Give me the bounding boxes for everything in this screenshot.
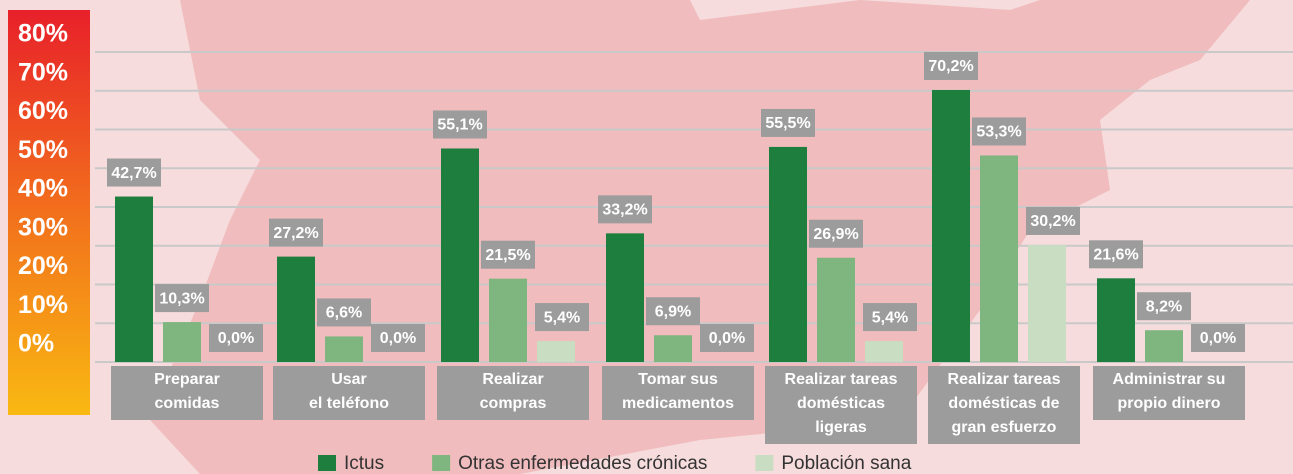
x-tick-label: gran esfuerzo: [952, 419, 1057, 436]
x-tick-label: propio dinero: [1117, 395, 1220, 412]
value-label: 33,2%: [602, 202, 647, 219]
bar: [277, 256, 315, 362]
value-label: 53,3%: [976, 124, 1021, 141]
bar: [325, 336, 363, 362]
category-box: [928, 366, 1080, 444]
x-tick-label: Realizar tareas: [948, 371, 1061, 388]
value-label: 21,5%: [485, 247, 530, 264]
x-tick-label: ligeras: [815, 419, 867, 436]
value-label-box: [317, 298, 371, 327]
y-tick-label: 0%: [18, 330, 54, 358]
x-tick-label: Preparar: [154, 371, 220, 388]
x-tick-label: domésticas: [797, 395, 885, 412]
bar: [537, 341, 575, 362]
category-box: [1093, 366, 1245, 420]
value-label-box: [481, 240, 535, 269]
value-label-box: [371, 324, 425, 352]
value-label: 0,0%: [218, 330, 254, 347]
bar: [932, 89, 970, 362]
value-label: 10,3%: [159, 290, 204, 307]
value-label-box: [646, 297, 700, 326]
x-tick-label: Realizar: [482, 371, 543, 388]
value-label: 0,0%: [709, 330, 745, 347]
legend-swatch: [755, 455, 774, 471]
value-label: 5,4%: [872, 309, 908, 326]
bar: [980, 155, 1018, 362]
value-label: 8,2%: [1146, 298, 1182, 315]
category-box: [273, 366, 425, 420]
value-label-box: [972, 117, 1026, 146]
x-tick-label: Usar: [331, 371, 367, 388]
category-box: [602, 366, 754, 420]
y-tick-label: 80%: [18, 20, 68, 48]
legend-label: Población sana: [781, 453, 911, 474]
bar: [654, 335, 692, 362]
value-label: 5,4%: [544, 309, 580, 326]
y-tick-label: 60%: [18, 97, 68, 125]
value-label-box: [924, 51, 978, 80]
bar: [163, 322, 201, 362]
y-tick-label: 40%: [18, 175, 68, 203]
bar: [769, 146, 807, 362]
value-label: 26,9%: [813, 226, 858, 243]
legend-swatch: [318, 455, 336, 471]
y-tick-label: 20%: [18, 252, 68, 280]
bar: [817, 257, 855, 362]
x-tick-label: Administrar su: [1113, 371, 1226, 388]
value-label-box: [269, 218, 323, 247]
y-tick-label: 30%: [18, 213, 68, 241]
value-label-box: [1089, 240, 1143, 269]
x-tick-label: medicamentos: [622, 395, 734, 412]
value-label: 0,0%: [1200, 330, 1236, 347]
value-label-box: [535, 303, 589, 332]
value-label-box: [1191, 324, 1245, 352]
value-label-box: [433, 110, 487, 139]
x-tick-label: domésticas de: [948, 395, 1059, 412]
y-axis-band: [8, 10, 90, 415]
bar: [865, 341, 903, 362]
value-label-box: [209, 324, 263, 352]
value-label-box: [700, 324, 754, 352]
value-label: 27,2%: [273, 225, 318, 242]
legend-label: Ictus: [344, 453, 384, 474]
value-label: 6,9%: [655, 303, 691, 320]
bar: [1097, 278, 1135, 362]
bar: [441, 148, 479, 362]
bar: [606, 233, 644, 362]
value-label-box: [863, 303, 917, 332]
value-label: 55,1%: [437, 117, 482, 134]
bar: [115, 196, 153, 362]
value-label-box: [809, 219, 863, 248]
legend-swatch: [432, 455, 451, 471]
value-label-box: [1026, 206, 1080, 235]
x-tick-label: comidas: [155, 395, 220, 412]
bar: [489, 278, 527, 362]
y-tick-label: 50%: [18, 136, 68, 164]
x-tick-label: compras: [480, 395, 547, 412]
value-label-box: [761, 108, 815, 137]
value-label: 6,6%: [326, 305, 362, 322]
y-tick-label: 70%: [18, 58, 68, 86]
value-label: 42,7%: [111, 165, 156, 182]
value-label: 70,2%: [928, 58, 973, 75]
bar: [1028, 244, 1066, 362]
value-label-box: [155, 284, 209, 313]
value-label-box: [1137, 292, 1191, 321]
category-box: [437, 366, 589, 420]
legend-label: Otras enfermedades crónicas: [458, 453, 707, 474]
value-label: 21,6%: [1093, 247, 1138, 264]
value-label-box: [598, 195, 652, 224]
x-tick-label: Tomar sus: [638, 371, 718, 388]
category-box: [111, 366, 263, 420]
y-tick-label: 10%: [18, 291, 68, 319]
value-label: 55,5%: [765, 115, 810, 132]
bar: [1145, 330, 1183, 362]
x-tick-label: Realizar tareas: [785, 371, 898, 388]
category-box: [765, 366, 917, 444]
value-label-box: [107, 158, 161, 187]
x-tick-label: el teléfono: [309, 395, 389, 412]
value-label: 30,2%: [1030, 213, 1075, 230]
value-label: 0,0%: [380, 330, 416, 347]
